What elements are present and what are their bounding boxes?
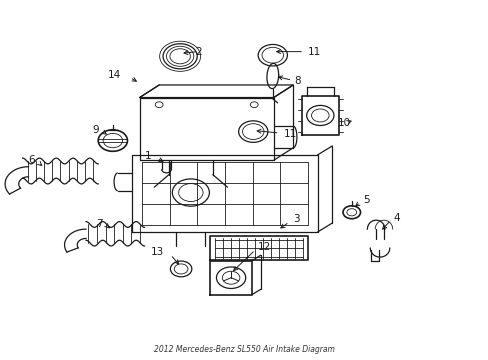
Text: 11: 11 <box>283 129 296 139</box>
Text: 6: 6 <box>28 155 35 165</box>
Text: 2012 Mercedes-Benz SL550 Air Intake Diagram: 2012 Mercedes-Benz SL550 Air Intake Diag… <box>154 345 334 354</box>
Text: 9: 9 <box>92 125 99 135</box>
Text: 3: 3 <box>293 215 299 224</box>
Text: 14: 14 <box>108 70 121 80</box>
Text: 2: 2 <box>195 46 201 57</box>
Text: 5: 5 <box>362 195 369 205</box>
Text: 1: 1 <box>145 151 152 161</box>
Text: 10: 10 <box>337 118 350 128</box>
Text: 12: 12 <box>258 242 271 252</box>
Text: 11: 11 <box>307 46 321 57</box>
Text: 4: 4 <box>393 213 400 222</box>
Text: 8: 8 <box>294 76 301 86</box>
Text: 13: 13 <box>150 247 163 257</box>
Text: 7: 7 <box>96 219 103 229</box>
